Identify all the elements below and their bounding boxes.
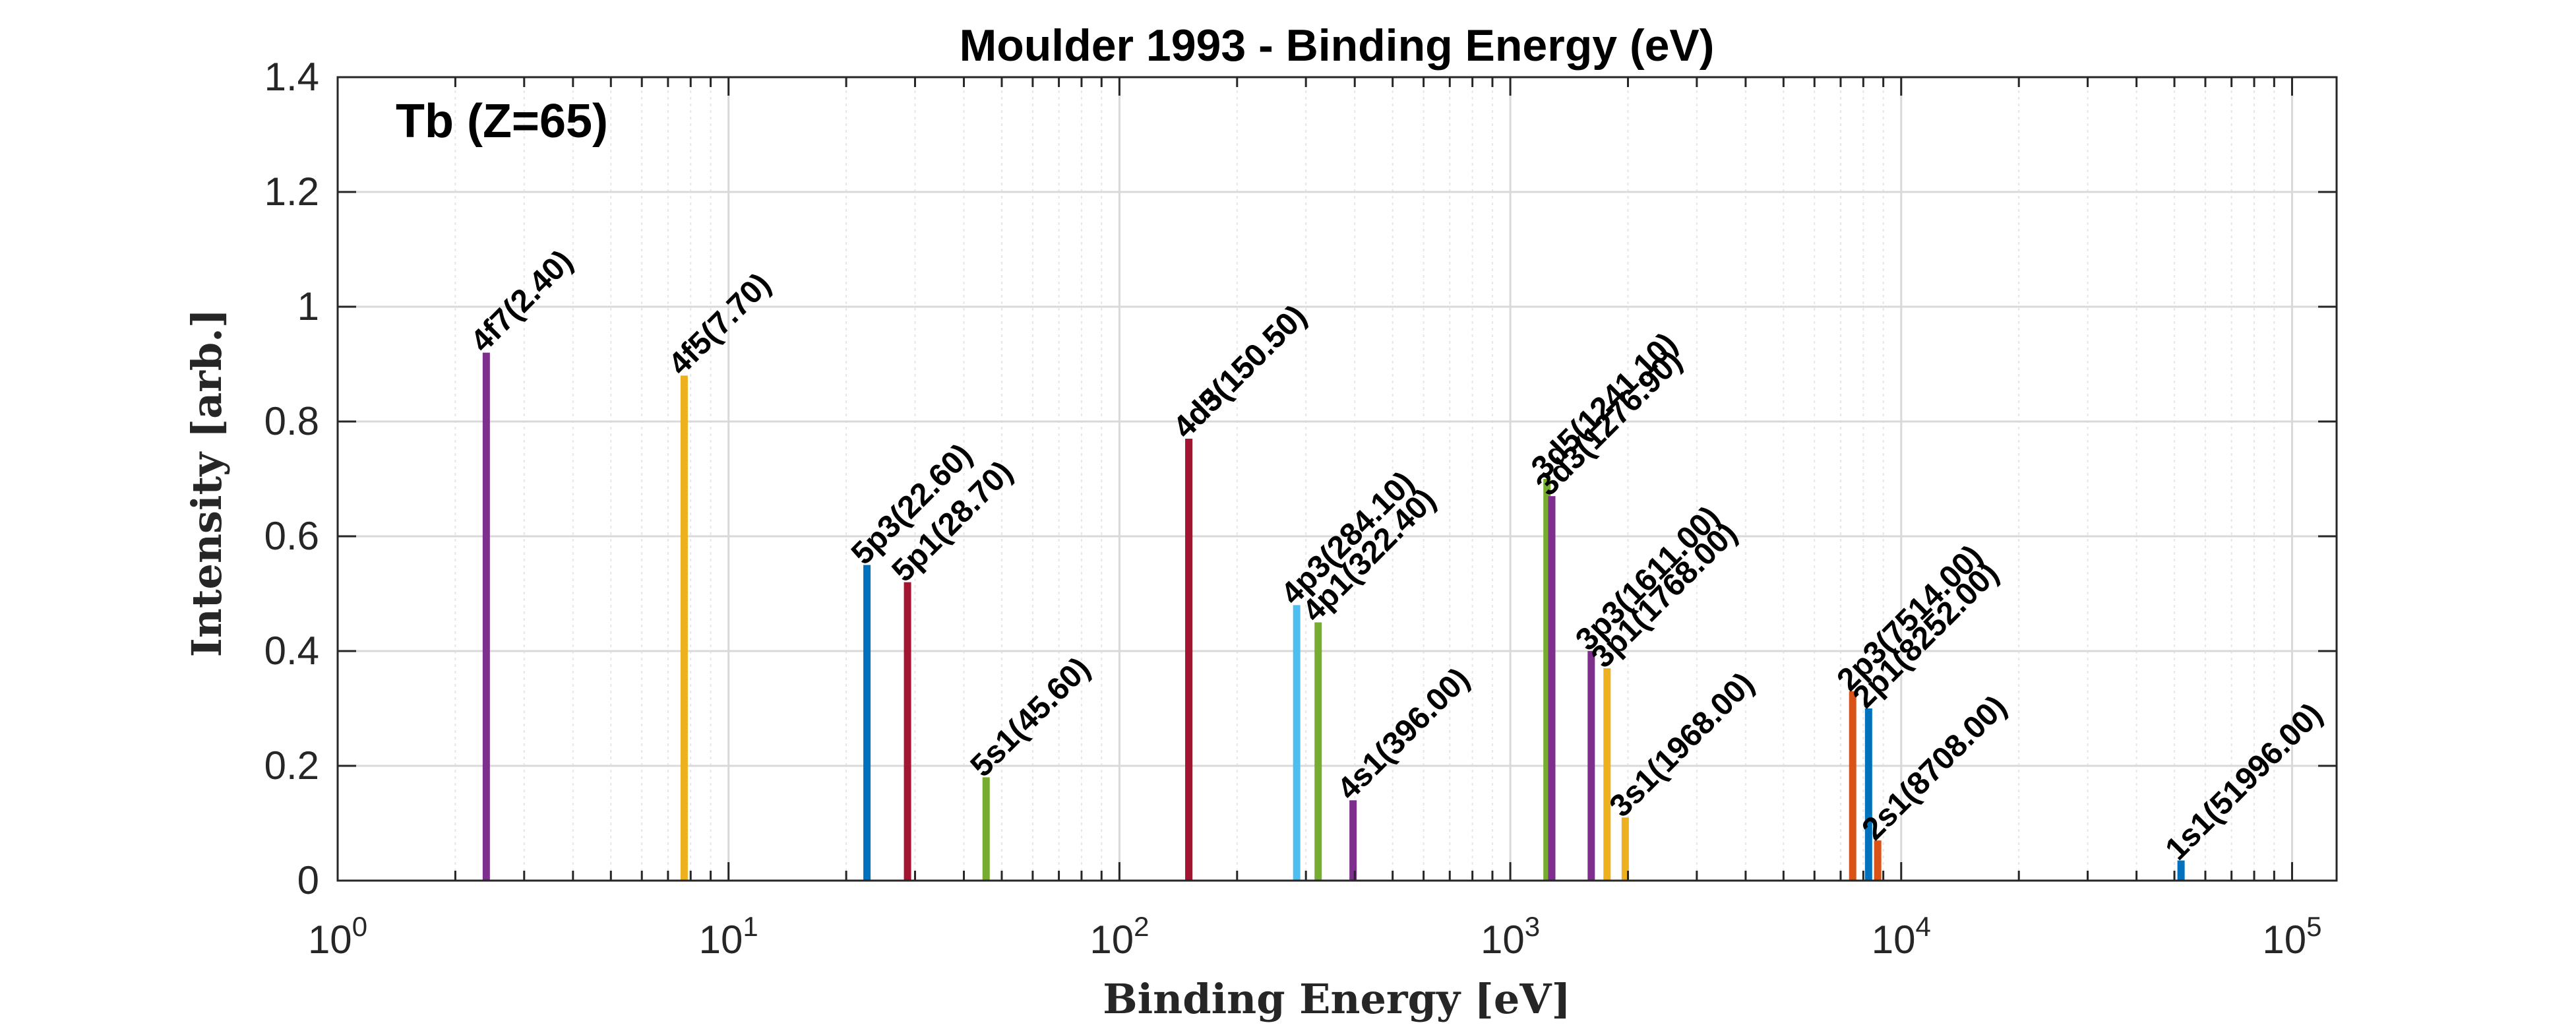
plot-area [336, 76, 2338, 882]
peak-bars [482, 352, 2185, 881]
peak-labels: 4f7(2.40) 4f5(7.70)5p3(22.60)5p1(28.70)5s… [464, 243, 2329, 867]
y-tick-label: 0.2 [264, 743, 319, 788]
tick-labels: 0 0.2 0.4 0.6 0.8 1 1.2 1.4 100 101 102 103 104 105 [264, 55, 2322, 962]
peak-label: 4d3(150.50) [1167, 298, 1313, 445]
peak-label: 3s1(1968.00) [1603, 666, 1761, 824]
x-tick-label: 101 [699, 911, 758, 962]
x-tick-label: 103 [1481, 911, 1540, 962]
x-tick-label: 105 [2262, 911, 2321, 962]
peak-label: 3d3(1276.90) [1529, 344, 1688, 503]
peak-label: 4f7(2.40) [464, 243, 580, 359]
axes [336, 76, 2338, 882]
y-tick-label: 1 [297, 284, 319, 328]
peak-label: 4f5(7.70) [662, 266, 778, 382]
y-tick-label: 0 [297, 858, 319, 902]
x-axis-label: Binding Energy [eV] [1103, 975, 1571, 1023]
x-tick-label: 100 [308, 911, 367, 962]
y-tick-label: 0.8 [264, 399, 319, 443]
grid [336, 76, 2337, 882]
peak-label: 4s1(396.00) [1331, 661, 1477, 807]
chart-title: Moulder 1993 - Binding Energy (eV) [960, 20, 1715, 71]
y-tick-label: 0.4 [264, 629, 319, 673]
peak-label: 5s1(45.60) [964, 651, 1097, 784]
element-annotation: Tb (Z=65) [396, 95, 608, 148]
y-tick-label: 1.2 [264, 170, 319, 214]
y-axis-label: Intensity [arb.] [183, 309, 231, 657]
y-tick-label: 0.6 [264, 514, 319, 558]
x-tick-label: 102 [1089, 911, 1149, 962]
peak-label: 1s1(51996.00) [2159, 697, 2329, 867]
x-tick-label: 104 [1872, 911, 1931, 962]
peak-label: 2s1(8708.00) [1855, 689, 2013, 846]
y-tick-label: 1.4 [264, 55, 319, 99]
